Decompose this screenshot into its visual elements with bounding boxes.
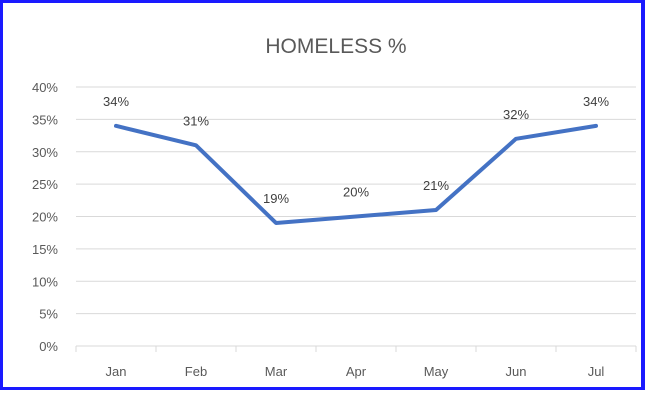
x-tick-label: Jan bbox=[106, 364, 127, 379]
y-tick-label: 10% bbox=[32, 274, 58, 289]
data-label: 21% bbox=[423, 178, 449, 193]
y-tick-label: 0% bbox=[39, 339, 58, 354]
x-tick-label: Feb bbox=[185, 364, 207, 379]
y-tick-label: 25% bbox=[32, 177, 58, 192]
y-tick-label: 15% bbox=[32, 242, 58, 257]
y-tick-label: 40% bbox=[32, 80, 58, 95]
data-label: 31% bbox=[183, 113, 209, 128]
data-label: 34% bbox=[103, 94, 129, 109]
y-tick-label: 5% bbox=[39, 307, 58, 322]
data-label: 32% bbox=[503, 107, 529, 122]
data-labels: 34% 31% 19% 20% 21% 32% 34% bbox=[103, 94, 609, 206]
x-tick-label: Mar bbox=[265, 364, 288, 379]
x-tick-label: Jul bbox=[588, 364, 605, 379]
y-axis-ticks: 0% 5% 10% 15% 20% 25% 30% 35% 40% bbox=[32, 80, 58, 354]
data-label: 19% bbox=[263, 191, 289, 206]
y-tick-label: 35% bbox=[32, 112, 58, 127]
x-tick-label: Jun bbox=[506, 364, 527, 379]
y-tick-label: 20% bbox=[32, 210, 58, 225]
x-tick-label: May bbox=[424, 364, 449, 379]
x-tick-label: Apr bbox=[346, 364, 367, 379]
line-chart: HOMELESS % 0% 5% 10% 15% 20% 25% 30% 35% 40% Jan… bbox=[3, 3, 645, 393]
series-layer bbox=[116, 126, 596, 223]
data-label: 34% bbox=[583, 94, 609, 109]
x-axis-ticks: Jan Feb Mar Apr May Jun Jul bbox=[76, 346, 636, 379]
series-line bbox=[116, 126, 596, 223]
chart-title: HOMELESS % bbox=[265, 35, 406, 58]
y-tick-label: 30% bbox=[32, 145, 58, 160]
data-label: 20% bbox=[343, 185, 369, 200]
